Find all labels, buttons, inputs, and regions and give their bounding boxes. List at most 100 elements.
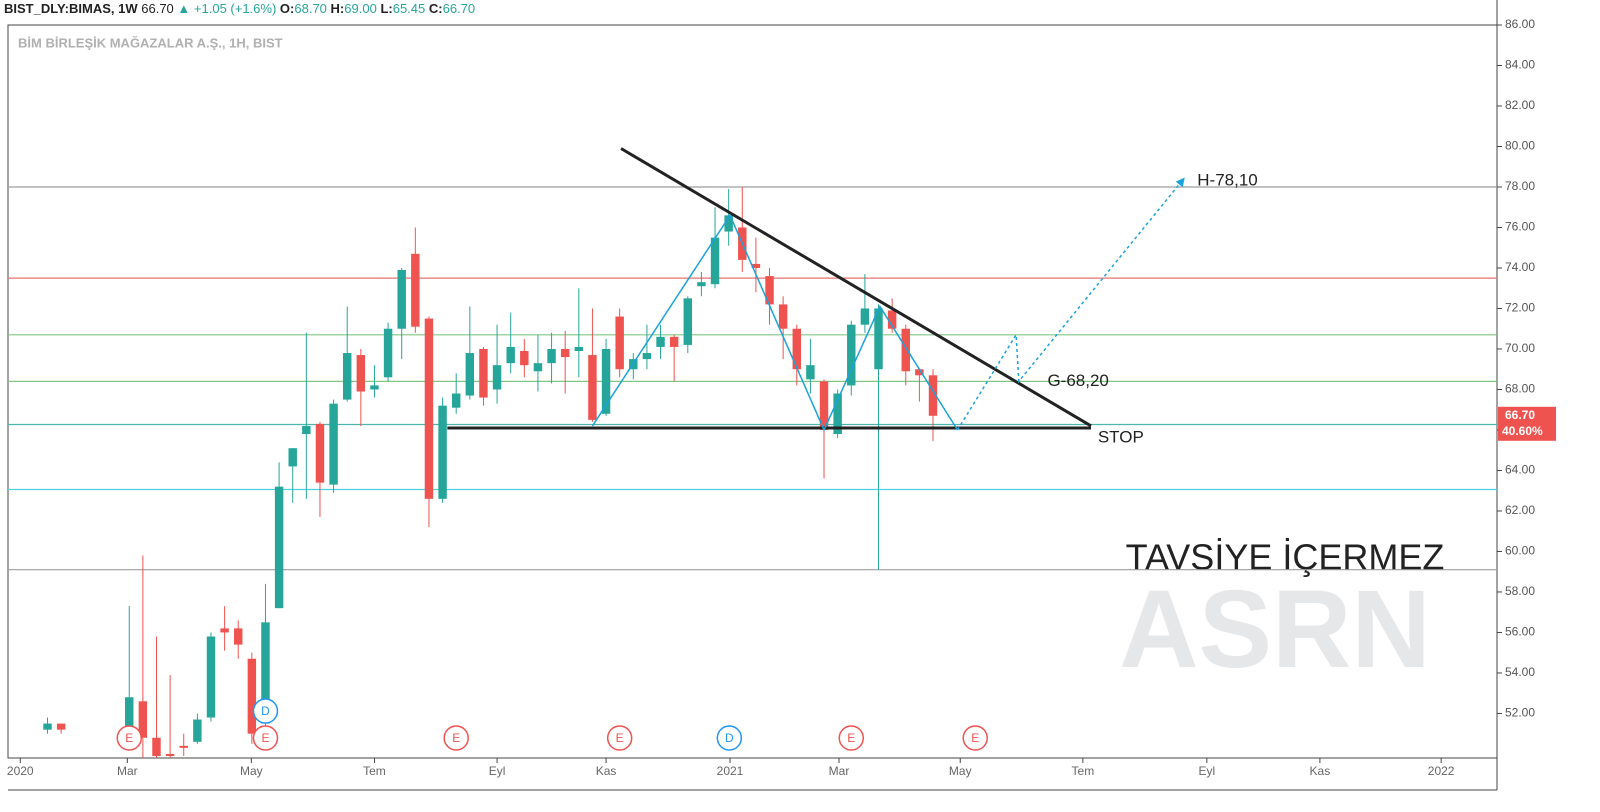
x-tick-label: Eyl xyxy=(489,764,506,778)
candle-body xyxy=(697,282,706,287)
candle-body xyxy=(247,658,257,734)
ohlc-label: H: xyxy=(330,1,345,16)
event-marker xyxy=(252,698,279,724)
candle-body xyxy=(383,328,393,378)
event-marker xyxy=(116,725,142,751)
disclaimer: TAVSİYE İÇERMEZ xyxy=(1126,537,1445,578)
x-tick-label: Kas xyxy=(596,764,617,778)
candle-body xyxy=(179,745,188,748)
event-marker xyxy=(252,725,279,751)
candle-body xyxy=(928,375,938,416)
x-tick-label: Eyl xyxy=(1198,764,1215,778)
candle-body xyxy=(533,363,543,372)
watermark: ASRN xyxy=(1119,568,1431,691)
candle-body xyxy=(642,353,652,360)
event-label: E xyxy=(261,731,269,745)
event-label: E xyxy=(452,731,460,745)
y-tick-label: 54.00 xyxy=(1505,665,1535,679)
ohlc-value: 68.70 xyxy=(294,1,327,16)
candle-body xyxy=(138,701,148,738)
candle-body xyxy=(479,348,488,398)
candle-body xyxy=(43,723,52,730)
candle-body xyxy=(302,425,311,435)
x-tick-label: May xyxy=(949,764,972,778)
candle-body xyxy=(819,381,829,430)
ohlc-value: 69.00 xyxy=(344,1,377,16)
candle-body xyxy=(669,336,679,347)
event-marker xyxy=(962,725,988,751)
x-tick-label: Mar xyxy=(117,764,138,778)
candle-body xyxy=(206,636,216,718)
candle-body xyxy=(615,316,624,370)
annotation: H-78,10 xyxy=(1197,170,1257,189)
event-marker xyxy=(716,725,743,751)
candle-body xyxy=(356,355,366,392)
ohlc-label: C: xyxy=(428,1,443,16)
candle-body xyxy=(315,423,325,483)
ohlc-label: L: xyxy=(380,1,393,16)
y-tick-label: 60.00 xyxy=(1505,544,1535,558)
ohlc-label: O: xyxy=(279,1,295,16)
candle-body xyxy=(574,346,584,352)
ohlc: O:68.70 H:69.00 L:65.45 C:66.70 xyxy=(280,1,475,16)
candle-body xyxy=(874,308,883,370)
y-tick-label: 64.00 xyxy=(1505,463,1535,477)
candle-body xyxy=(887,310,897,329)
price: 66.70 xyxy=(141,1,174,16)
candle-body xyxy=(274,486,284,609)
change-label: 40.60% xyxy=(1502,424,1543,438)
candle-body xyxy=(901,328,910,372)
candle-body xyxy=(288,448,297,467)
candle-body xyxy=(601,348,611,414)
event-label: D xyxy=(261,704,270,718)
y-tick-label: 68.00 xyxy=(1505,382,1535,396)
y-tick-label: 52.00 xyxy=(1505,706,1535,720)
y-tick-label: 84.00 xyxy=(1505,58,1535,72)
candle-body xyxy=(560,348,570,358)
event-label: E xyxy=(616,731,624,745)
x-tick-label: May xyxy=(240,764,263,778)
candle-body xyxy=(492,365,502,390)
candle-body xyxy=(152,737,161,756)
y-tick-label: 78.00 xyxy=(1505,179,1535,193)
trend-line xyxy=(956,177,1185,431)
x-tick-label: Kas xyxy=(1310,764,1331,778)
y-tick-label: 80.00 xyxy=(1505,139,1535,153)
price-label: 66.70 xyxy=(1505,408,1535,422)
event-label: D xyxy=(725,731,734,745)
candle-body xyxy=(465,353,475,396)
x-tick-label: Mar xyxy=(829,764,850,778)
price-box xyxy=(1498,406,1556,441)
candle-body xyxy=(547,348,556,364)
candle-body xyxy=(710,237,720,285)
ohlc-value: 65.45 xyxy=(392,1,426,16)
annotation: STOP xyxy=(1098,428,1144,447)
change: ▲ +1.05 (+1.6%) xyxy=(177,1,277,16)
x-tick-label: 2022 xyxy=(1428,764,1455,778)
candle-body xyxy=(397,270,406,329)
event-marker xyxy=(443,725,469,751)
candle-body xyxy=(656,336,665,347)
y-tick-label: 56.00 xyxy=(1505,625,1535,639)
y-tick-label: 74.00 xyxy=(1505,260,1535,274)
candle-body xyxy=(765,276,774,305)
candle-body xyxy=(438,405,447,499)
candle-body xyxy=(792,328,801,370)
y-tick-label: 72.00 xyxy=(1505,301,1535,315)
y-tick-label: 58.00 xyxy=(1505,584,1535,598)
candle-body xyxy=(193,719,202,742)
x-tick-label: Tem xyxy=(1072,764,1095,778)
candle-body xyxy=(806,365,815,380)
candle-body xyxy=(125,697,134,734)
candle-body xyxy=(220,628,229,633)
candle-body xyxy=(411,253,420,327)
symbol: BIST_DLY:BIMAS, 1W xyxy=(4,1,138,16)
y-tick-label: 86.00 xyxy=(1505,17,1535,31)
candle-body xyxy=(165,753,175,756)
candle-body xyxy=(847,324,856,386)
x-tick-label: 2020 xyxy=(7,764,34,778)
event-label: E xyxy=(971,731,979,745)
y-tick-label: 70.00 xyxy=(1505,341,1535,355)
trend-line xyxy=(620,147,1092,428)
